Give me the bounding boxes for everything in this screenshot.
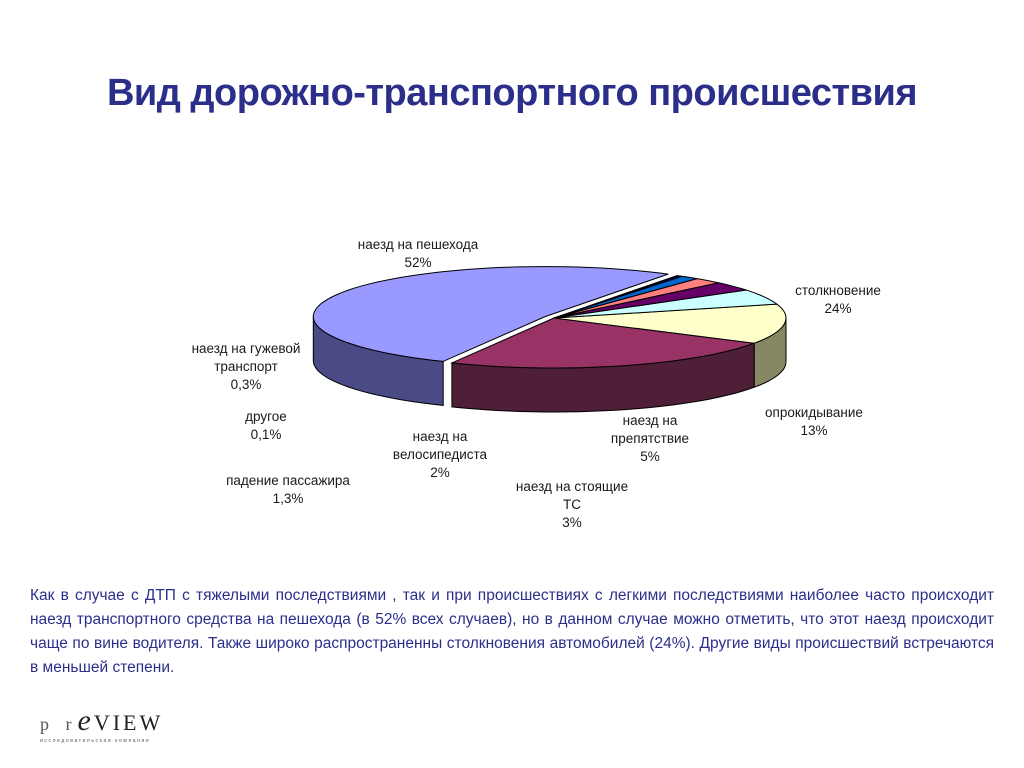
pie-slice — [449, 317, 755, 369]
logo-tagline: исследовательская компания — [40, 738, 151, 744]
slice-label: падение пассажира 1,3% — [226, 472, 350, 508]
pie-slice — [553, 275, 681, 319]
logo-wordmark: p reVIEW — [40, 704, 164, 737]
slice-label-line: 24% — [824, 301, 852, 316]
company-logo: p reVIEW исследовательская компания — [40, 704, 190, 744]
slice-label-line: наезд на стоящие — [515, 479, 629, 494]
slice-label-line: препятствие — [610, 431, 690, 446]
slice-label-line: наезд на гужевой — [191, 341, 301, 356]
slice-label: другое 0,1% — [245, 408, 287, 444]
pie-slice — [553, 289, 779, 319]
slice-label-line: 13% — [800, 423, 828, 438]
slice-label: наезд на препятствие 5% — [611, 412, 689, 466]
slice-label-line: 5% — [640, 449, 660, 464]
slice-label-line: наезд на пешехода — [357, 237, 479, 252]
description-text: Как в случае с ДТП с тяжелыми последстви… — [30, 587, 994, 676]
slice-label-line: ТС — [562, 497, 581, 512]
slice-label-line: 52% — [404, 255, 432, 270]
pie-slice — [553, 303, 787, 344]
pie-slice — [312, 266, 669, 362]
slice-label-line: падение пассажира — [226, 473, 350, 488]
slice-label-line: 1,3% — [272, 491, 304, 506]
slice-label-line: наезд на — [622, 413, 678, 428]
slice-label-line: 0,3% — [230, 377, 262, 392]
slice-label-line: столкновение — [795, 283, 881, 298]
slice-label-line: 3% — [562, 515, 582, 530]
slice-label: опрокидывание 13% — [765, 404, 863, 440]
slice-label: наезд на велосипедиста 2% — [393, 428, 487, 482]
slice-label-line: наезд на — [412, 429, 468, 444]
slice-label: наезд на стоящие ТС 3% — [516, 478, 628, 532]
slice-label-line: опрокидывание — [765, 405, 863, 420]
slice-label: наезд на гужевой транспорт 0,3% — [192, 340, 301, 394]
slice-label-line: велосипедиста — [392, 447, 488, 462]
slice-label-line: другое — [245, 409, 287, 424]
slice-label-line: 2% — [430, 465, 450, 480]
slice-label: наезд на пешехода 52% — [358, 236, 478, 272]
slice-label: столкновение 24% — [795, 282, 881, 318]
slice-label-line: транспорт — [214, 359, 278, 374]
slice-label-line: 0,1% — [250, 427, 282, 442]
page-title: Вид дорожно-транспортного происшествия — [106, 72, 918, 114]
